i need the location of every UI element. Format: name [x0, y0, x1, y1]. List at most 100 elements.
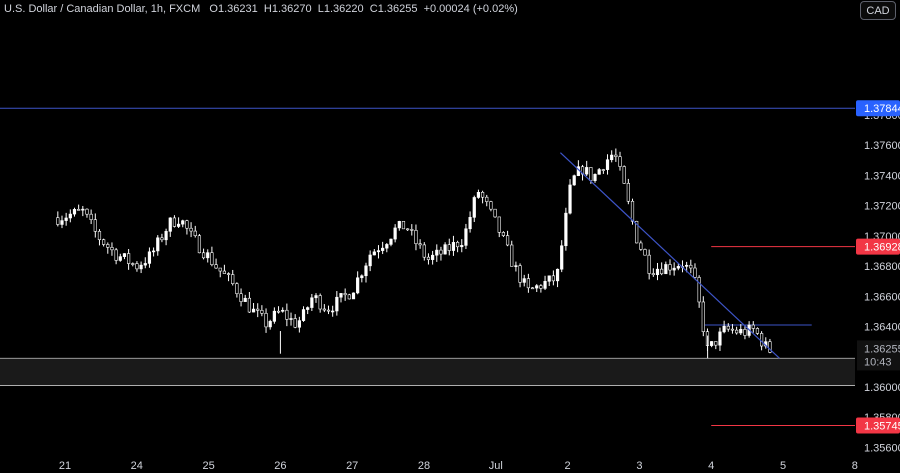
- candle: [472, 195, 476, 223]
- candle-body: [472, 197, 476, 218]
- candle: [689, 259, 693, 274]
- candle: [522, 274, 526, 287]
- candle: [722, 320, 726, 334]
- candle: [143, 257, 147, 269]
- candle-body: [68, 213, 72, 219]
- candle-body: [555, 268, 560, 282]
- candle: [555, 268, 560, 288]
- candle: [730, 324, 735, 334]
- candle: [368, 250, 372, 272]
- candle-body: [156, 237, 160, 252]
- candle: [668, 259, 672, 276]
- candle-body: [264, 313, 268, 328]
- x-tick-label: 27: [346, 460, 358, 472]
- candle-body: [660, 268, 664, 275]
- candle: [260, 305, 264, 317]
- candle: [135, 261, 139, 272]
- candle: [156, 235, 160, 256]
- candle-body: [601, 169, 605, 171]
- candle-body: [347, 294, 351, 300]
- descending-trendline[interactable]: [560, 152, 780, 359]
- candle: [293, 314, 297, 329]
- candle-body: [489, 201, 493, 210]
- candle-body: [447, 244, 451, 251]
- candle: [160, 233, 164, 243]
- candle: [389, 238, 393, 247]
- candle: [422, 242, 426, 261]
- current-price-badge: [857, 340, 900, 371]
- candle-body: [176, 223, 181, 227]
- y-tick-label: 1.36600: [864, 291, 900, 303]
- x-tick-label: 21: [59, 460, 71, 472]
- candle-body: [605, 159, 610, 170]
- candle: [343, 288, 347, 301]
- candle: [418, 239, 422, 249]
- candle-body: [672, 267, 676, 271]
- x-tick-label: 24: [131, 460, 143, 472]
- candle-body: [326, 309, 331, 312]
- candle: [710, 341, 714, 348]
- candle: [264, 308, 268, 333]
- candle-body: [501, 232, 506, 236]
- candle-body: [651, 273, 655, 276]
- candle: [176, 217, 181, 228]
- candle-body: [160, 237, 164, 241]
- candle: [364, 262, 368, 283]
- trendline[interactable]: [560, 152, 780, 359]
- candle: [505, 230, 510, 247]
- candle: [110, 242, 114, 256]
- candle-body: [239, 293, 243, 302]
- candle: [435, 244, 439, 262]
- candle: [297, 316, 301, 333]
- candle-body: [331, 310, 335, 313]
- candle-body: [152, 250, 156, 253]
- candle: [526, 273, 530, 293]
- candle-body: [406, 228, 410, 231]
- y-tick-label: 1.36800: [864, 261, 900, 273]
- candle-body: [89, 213, 93, 220]
- candle-body: [231, 274, 235, 284]
- candle: [247, 291, 251, 313]
- candle-body: [72, 209, 77, 215]
- candle-body: [135, 263, 139, 270]
- candle-body: [247, 297, 251, 313]
- candle-body: [214, 264, 218, 269]
- candle: [114, 247, 118, 265]
- candle: [60, 215, 64, 229]
- candle: [172, 215, 177, 228]
- candle-body: [751, 324, 755, 329]
- candle: [693, 263, 697, 280]
- candle: [89, 209, 93, 225]
- candle-body: [635, 220, 639, 244]
- candle: [672, 262, 676, 276]
- candle-body: [85, 208, 89, 215]
- candle: [164, 228, 168, 246]
- candle: [618, 151, 622, 171]
- candle-body: [768, 341, 772, 353]
- candle-body: [222, 270, 226, 274]
- candle: [664, 261, 668, 275]
- candle: [701, 296, 705, 337]
- candle: [393, 224, 397, 243]
- symbol-title: U.S. Dollar / Canadian Dollar, 1h, FXCM: [4, 3, 201, 15]
- candle-body: [356, 277, 360, 294]
- price-badge-label: 1.37844: [864, 103, 900, 115]
- candle-body: [522, 278, 526, 283]
- horizontal-lines[interactable]: [0, 107, 855, 427]
- candle: [443, 242, 447, 255]
- candle-body: [197, 235, 202, 254]
- time-axis[interactable]: 21 24 25 26 27 28 Jul 2 3 4 5 8: [59, 460, 858, 472]
- symbol-header: U.S. Dollar / Canadian Dollar, 1h, FXCM …: [4, 3, 518, 15]
- currency-button[interactable]: CAD: [860, 1, 896, 20]
- candle-body: [464, 228, 468, 246]
- price-axis[interactable]: 1.378001.376001.374001.372001.370001.368…: [864, 110, 900, 455]
- candle-body: [497, 216, 501, 233]
- candle-body: [589, 167, 593, 181]
- candle: [376, 245, 381, 259]
- candle-body: [443, 244, 447, 255]
- candle-body: [143, 263, 147, 266]
- candle-body: [730, 328, 735, 331]
- candle: [272, 307, 276, 324]
- candle-body: [56, 217, 60, 225]
